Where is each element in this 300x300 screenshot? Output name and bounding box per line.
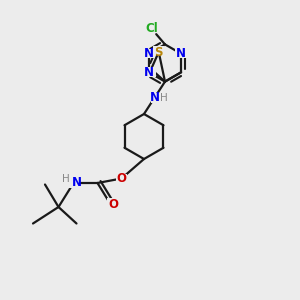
- Text: N: N: [176, 47, 186, 60]
- FancyBboxPatch shape: [107, 198, 119, 207]
- FancyBboxPatch shape: [153, 46, 164, 56]
- Text: N: N: [144, 47, 154, 60]
- Text: N: N: [144, 66, 154, 79]
- FancyBboxPatch shape: [116, 174, 127, 183]
- Text: O: O: [116, 172, 127, 185]
- Text: O: O: [108, 197, 118, 211]
- FancyBboxPatch shape: [67, 178, 80, 188]
- Text: N: N: [72, 176, 82, 190]
- Text: H: H: [160, 93, 167, 103]
- Text: Cl: Cl: [145, 22, 158, 35]
- FancyBboxPatch shape: [151, 93, 167, 103]
- FancyBboxPatch shape: [143, 49, 154, 58]
- Text: S: S: [154, 46, 163, 59]
- FancyBboxPatch shape: [142, 68, 156, 77]
- Text: H: H: [62, 173, 70, 184]
- FancyBboxPatch shape: [176, 49, 187, 58]
- Text: N: N: [149, 91, 160, 104]
